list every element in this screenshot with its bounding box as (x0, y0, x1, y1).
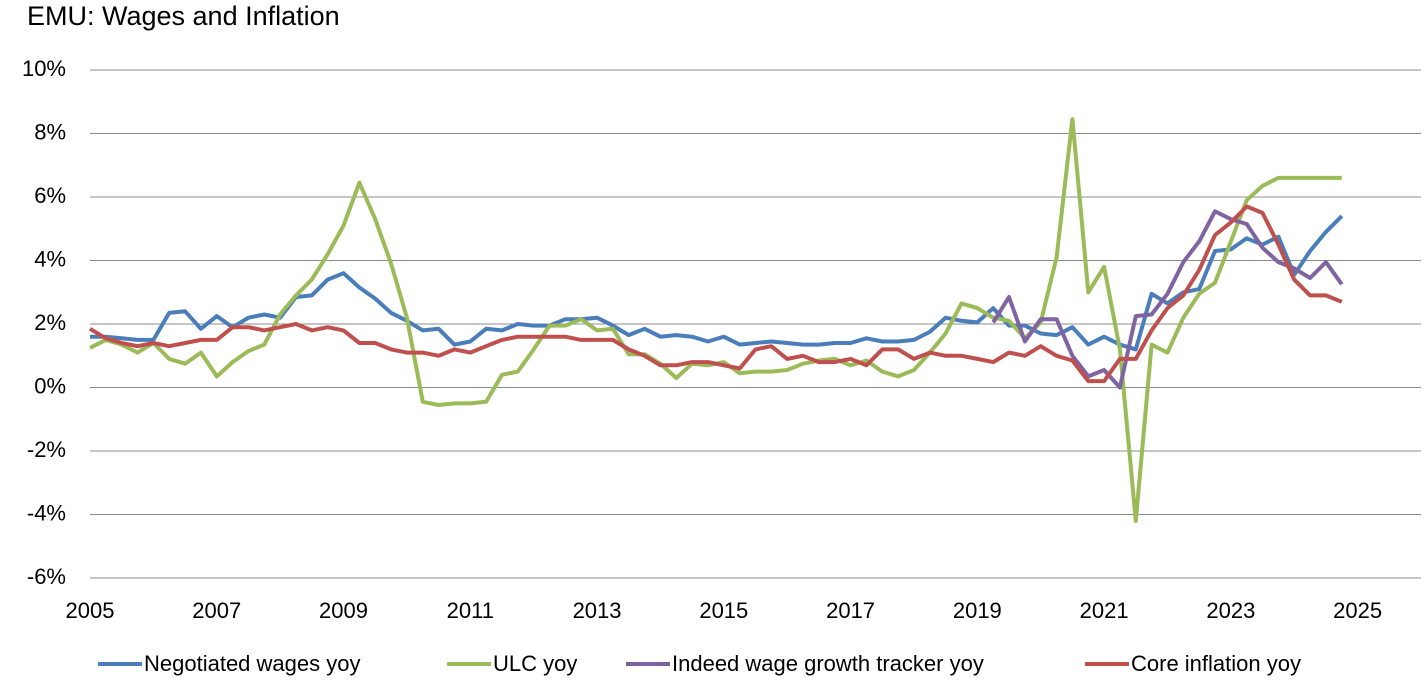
y-tick-label: -6% (27, 564, 66, 589)
x-tick-label: 2023 (1206, 598, 1255, 623)
x-tick-label: 2009 (319, 598, 368, 623)
series-line (88, 204, 1343, 384)
y-tick-label: 0% (34, 373, 66, 398)
chart-title: EMU: Wages and Inflation (27, 1, 340, 31)
series-line (89, 117, 1342, 523)
x-tick-label: 2015 (699, 598, 748, 623)
y-tick-label: 2% (34, 310, 66, 335)
x-tick-label: 2017 (826, 598, 875, 623)
x-tick-label: 2007 (192, 598, 241, 623)
legend-label: ULC yoy (493, 651, 577, 676)
y-tick-label: 8% (34, 119, 66, 144)
y-tick-label: -4% (27, 500, 66, 525)
series-line (90, 214, 1344, 352)
legend-label: Core inflation yoy (1131, 651, 1301, 676)
y-tick-label: 10% (22, 56, 66, 81)
x-tick-label: 2025 (1333, 598, 1382, 623)
y-tick-label: 4% (34, 246, 66, 271)
legend-label: Indeed wage growth tracker yoy (672, 651, 984, 676)
x-tick-label: 2005 (66, 598, 115, 623)
x-tick-label: 2011 (447, 598, 494, 623)
x-tick-label: 2013 (573, 598, 622, 623)
y-tick-label: 6% (34, 183, 66, 208)
x-tick-label: 2019 (953, 598, 1002, 623)
x-tick-label: 2021 (1080, 598, 1129, 623)
series-line (991, 209, 1344, 390)
y-tick-label: -2% (27, 437, 66, 462)
legend-label: Negotiated wages yoy (144, 651, 360, 676)
